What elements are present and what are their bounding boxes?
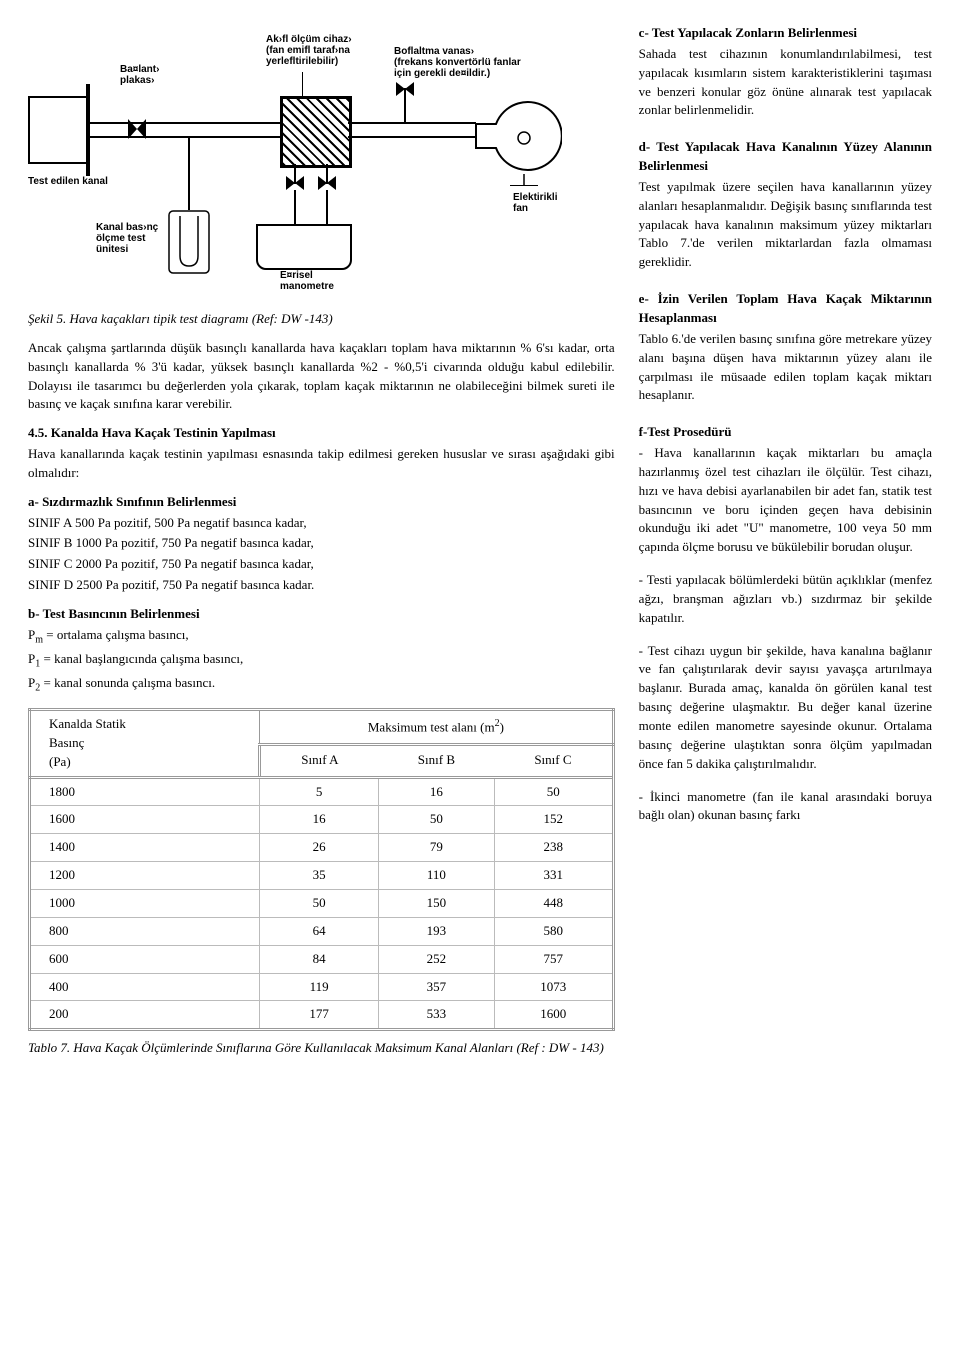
table-row: 120035110331 [30,862,614,890]
table-row: 14002679238 [30,834,614,862]
lbl-baglanti: Ba¤lant› plakas› [120,64,159,86]
sec-b-line: P1 = kanal başlangıcında çalışma basıncı… [28,650,615,672]
table-7-caption: Tablo 7. Hava Kaçak Ölçümlerinde Sınıfla… [28,1039,615,1058]
lbl-fan: Elektirikli fan [513,192,557,214]
sec-f-body2: - Testi yapılacak bölümlerdeki bütün açı… [639,571,932,628]
fan-icon [466,90,562,186]
table-7-col: Sınıf B [379,744,495,777]
table-7-col: Sınıf C [494,744,613,777]
sec-e-title: e- İzin Verilen Toplam Hava Kaçak Miktar… [639,290,932,328]
sec-4-5-body: Hava kanallarında kaçak testinin yapılma… [28,445,615,483]
sec-a-line: SINIF D 2500 Pa pozitif, 750 Pa negatif … [28,576,615,595]
table-7: Kanalda Statik Basınç (Pa) Maksimum test… [28,708,615,1031]
sec-a-line: SINIF A 500 Pa pozitif, 500 Pa negatif b… [28,514,615,533]
sec-a-line: SINIF C 2000 Pa pozitif, 750 Pa negatif … [28,555,615,574]
figure-5-diagram: Ba¤lant› plakas› Test edilen kanal Ak›fl… [28,24,615,304]
sec-f-body3: - Test cihazı uygun bir şekilde, hava ka… [639,642,932,774]
table-7-col: Sınıf A [260,744,379,777]
lbl-akisi: Ak›fl ölçüm cihaz› (fan emifl taraf›na y… [266,34,352,67]
lbl-test-kanal: Test edilen kanal [28,176,108,187]
table-row: 2001775331600 [30,1001,614,1030]
sec-b-line: P2 = kanal sonunda çalışma basıncı. [28,674,615,696]
sec-f-title: f-Test Prosedürü [639,423,932,442]
sec-d-title: d- Test Yapılacak Hava Kanalının Yüzey A… [639,138,932,176]
sec-c-title: c- Test Yapılacak Zonların Belirlenmesi [639,24,932,43]
sec-e-body: Tablo 6.'de verilen basınç sınıfına göre… [639,330,932,405]
sec-4-5-title: 4.5. Kanalda Hava Kaçak Testinin Yapılma… [28,424,615,443]
table-7-hdr-left: Kanalda Statik Basınç (Pa) [30,710,260,778]
u-tube-icon [168,210,210,274]
table-row: 16001650152 [30,806,614,834]
figure-5-caption: Şekil 5. Hava kaçakları tipik test diagr… [28,310,615,329]
sec-a-line: SINIF B 1000 Pa pozitif, 750 Pa negatif … [28,534,615,553]
sec-b-line: Pm = ortalama çalışma basıncı, [28,626,615,648]
sec-f-body4: - İkinci manometre (fan ile kanal arasın… [639,788,932,826]
sec-a-title: a- Sızdırmazlık Sınıfının Belirlenmesi [28,493,615,512]
sec-f-body1: - Hava kanallarının kaçak miktarları bu … [639,444,932,557]
sec-d-body: Test yapılmak üzere seçilen hava kanalla… [639,178,932,272]
para-after-figure: Ancak çalışma şartlarında düşük basınçlı… [28,339,615,414]
table-7-hdr-right: Maksimum test alanı (m2) [260,710,614,745]
sec-c-body: Sahada test cihazının konumlandırılabilm… [639,45,932,120]
table-row: 60084252757 [30,945,614,973]
lbl-bosaltma: Boflaltma vanas› (frekans konvertörlü fa… [394,46,521,79]
table-row: 180051650 [30,777,614,806]
lbl-kanal-basinc: Kanal bas›nç ölçme test ünitesi [96,222,158,255]
table-row: 80064193580 [30,917,614,945]
sec-b-title: b- Test Basıncının Belirlenmesi [28,605,615,624]
table-row: 100050150448 [30,890,614,918]
lbl-manometre: E¤risel manometre [280,270,334,292]
table-row: 4001193571073 [30,973,614,1001]
